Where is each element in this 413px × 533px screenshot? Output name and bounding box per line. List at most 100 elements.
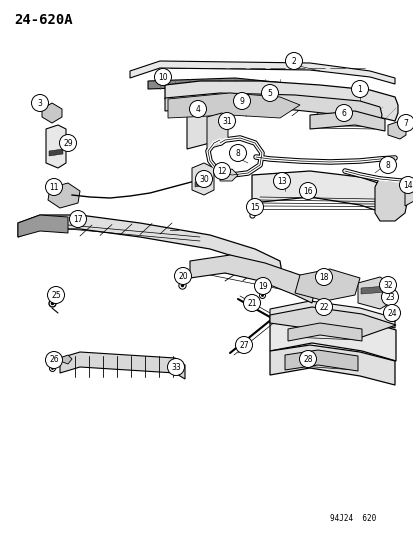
Text: 18: 18 bbox=[318, 272, 328, 281]
Circle shape bbox=[261, 85, 278, 101]
Circle shape bbox=[285, 52, 302, 69]
Text: 28: 28 bbox=[302, 354, 312, 364]
Circle shape bbox=[273, 173, 290, 190]
Polygon shape bbox=[404, 178, 413, 206]
Text: 3: 3 bbox=[38, 99, 43, 108]
Circle shape bbox=[218, 112, 235, 130]
Polygon shape bbox=[60, 352, 185, 379]
Circle shape bbox=[243, 295, 260, 311]
Text: 21: 21 bbox=[247, 298, 256, 308]
Polygon shape bbox=[195, 180, 211, 187]
Polygon shape bbox=[18, 215, 281, 273]
Polygon shape bbox=[165, 81, 397, 121]
Circle shape bbox=[299, 351, 316, 367]
Circle shape bbox=[379, 157, 396, 174]
Text: 8: 8 bbox=[385, 160, 389, 169]
Circle shape bbox=[351, 80, 368, 98]
Text: 32: 32 bbox=[382, 280, 392, 289]
Text: 17: 17 bbox=[73, 214, 83, 223]
Polygon shape bbox=[190, 255, 314, 303]
Text: 7: 7 bbox=[403, 118, 408, 127]
Polygon shape bbox=[269, 345, 394, 385]
Circle shape bbox=[315, 269, 332, 286]
Circle shape bbox=[167, 359, 184, 376]
Text: 30: 30 bbox=[199, 174, 209, 183]
Polygon shape bbox=[60, 355, 72, 364]
Circle shape bbox=[195, 171, 212, 188]
Polygon shape bbox=[165, 93, 381, 123]
Polygon shape bbox=[192, 163, 214, 195]
Text: 8: 8 bbox=[235, 149, 240, 157]
Circle shape bbox=[213, 163, 230, 180]
Circle shape bbox=[399, 176, 413, 193]
Text: 5: 5 bbox=[267, 88, 272, 98]
Text: 16: 16 bbox=[302, 187, 312, 196]
Polygon shape bbox=[42, 103, 62, 123]
Text: 1: 1 bbox=[357, 85, 361, 93]
Polygon shape bbox=[18, 215, 68, 237]
Circle shape bbox=[315, 298, 332, 316]
Circle shape bbox=[45, 179, 62, 196]
Polygon shape bbox=[284, 350, 357, 371]
Polygon shape bbox=[387, 121, 405, 139]
Polygon shape bbox=[269, 313, 395, 361]
Text: 20: 20 bbox=[178, 271, 188, 280]
Polygon shape bbox=[206, 113, 228, 149]
Circle shape bbox=[69, 211, 86, 228]
Text: 2: 2 bbox=[291, 56, 296, 66]
Circle shape bbox=[233, 93, 250, 109]
Polygon shape bbox=[168, 93, 299, 118]
Circle shape bbox=[382, 304, 399, 321]
Circle shape bbox=[45, 351, 62, 368]
Circle shape bbox=[47, 287, 64, 303]
Text: 27: 27 bbox=[239, 341, 248, 350]
Polygon shape bbox=[294, 269, 359, 301]
Text: 6: 6 bbox=[341, 109, 346, 117]
Polygon shape bbox=[252, 171, 389, 215]
Polygon shape bbox=[269, 307, 395, 337]
Circle shape bbox=[246, 198, 263, 215]
Circle shape bbox=[379, 277, 396, 294]
Text: 15: 15 bbox=[249, 203, 259, 212]
Polygon shape bbox=[147, 78, 284, 90]
Circle shape bbox=[299, 182, 316, 199]
Circle shape bbox=[189, 101, 206, 117]
Text: 31: 31 bbox=[222, 117, 231, 125]
Text: 19: 19 bbox=[258, 281, 267, 290]
Polygon shape bbox=[357, 277, 389, 309]
Text: 23: 23 bbox=[384, 293, 394, 302]
Text: 26: 26 bbox=[49, 356, 59, 365]
Polygon shape bbox=[48, 183, 80, 208]
Text: 94J24  620: 94J24 620 bbox=[329, 514, 375, 523]
Text: 24-620A: 24-620A bbox=[14, 13, 72, 27]
Circle shape bbox=[229, 144, 246, 161]
Polygon shape bbox=[309, 111, 384, 131]
Polygon shape bbox=[219, 169, 237, 181]
Text: 24: 24 bbox=[386, 309, 396, 318]
Circle shape bbox=[396, 115, 413, 132]
Text: 4: 4 bbox=[195, 104, 200, 114]
Circle shape bbox=[154, 69, 171, 85]
Polygon shape bbox=[46, 125, 66, 168]
Text: 29: 29 bbox=[63, 139, 73, 148]
Circle shape bbox=[254, 278, 271, 295]
Polygon shape bbox=[187, 107, 218, 149]
Text: 9: 9 bbox=[239, 96, 244, 106]
Circle shape bbox=[174, 268, 191, 285]
Text: 25: 25 bbox=[51, 290, 61, 300]
Polygon shape bbox=[269, 301, 394, 328]
Circle shape bbox=[380, 288, 398, 305]
Polygon shape bbox=[49, 149, 63, 156]
Text: 22: 22 bbox=[318, 303, 328, 311]
Polygon shape bbox=[287, 323, 361, 341]
Polygon shape bbox=[130, 61, 394, 84]
Polygon shape bbox=[360, 286, 386, 294]
Circle shape bbox=[31, 94, 48, 111]
Text: 33: 33 bbox=[171, 362, 180, 372]
Circle shape bbox=[335, 104, 351, 122]
Circle shape bbox=[59, 134, 76, 151]
Text: 11: 11 bbox=[49, 182, 59, 191]
Text: 13: 13 bbox=[277, 176, 286, 185]
Text: 10: 10 bbox=[158, 72, 167, 82]
Text: 14: 14 bbox=[402, 181, 412, 190]
